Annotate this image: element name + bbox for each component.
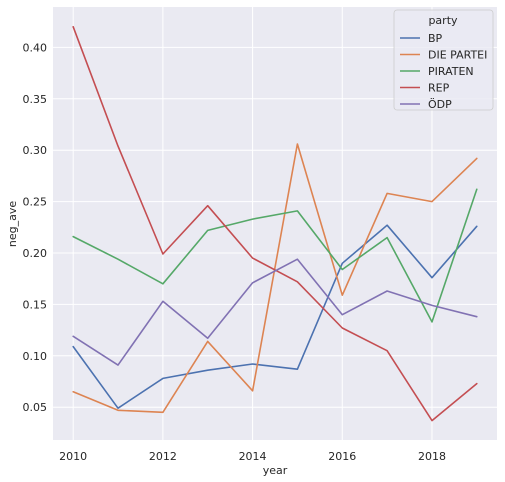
y-tick-label: 0.20 [23,247,48,260]
y-tick-label: 0.35 [23,93,48,106]
x-axis: 2010 2012 2014 2016 2018 [59,450,446,463]
legend-title: party [428,14,458,27]
legend: party BP DIE PARTEI PIRATEN REP ÖDP [393,9,494,111]
y-tick-label: 0.15 [23,298,48,311]
y-tick-label: 0.40 [23,41,48,54]
legend-items: BP DIE PARTEI PIRATEN REP ÖDP [400,32,487,111]
legend-label: BP [428,32,443,45]
series-line-3 [72,25,478,422]
x-tick-label: 2018 [418,450,446,463]
series-line-2 [72,188,478,323]
x-tick-label: 2010 [59,450,87,463]
series-line-1 [72,143,478,414]
y-axis-label: neg_ave [6,201,19,247]
legend-label: REP [428,82,450,95]
legend-label: ÖDP [428,98,452,111]
x-axis-label: year [263,464,288,477]
legend-label: PIRATEN [428,65,474,78]
legend-box [393,9,494,111]
legend-label: DIE PARTEI [428,49,487,62]
y-tick-label: 0.30 [23,144,48,157]
series-line-4 [72,258,478,366]
x-tick-label: 2012 [149,450,177,463]
y-tick-label: 0.25 [23,196,48,209]
y-tick-label: 0.10 [23,350,48,363]
grid [53,7,497,440]
y-axis: 0.05 0.10 0.15 0.20 0.25 0.30 0.35 0.40 [23,41,48,414]
y-tick-label: 0.05 [23,401,48,414]
x-tick-label: 2014 [239,450,267,463]
series-lines [72,25,478,422]
x-tick-label: 2016 [328,450,356,463]
series-line-0 [72,224,478,410]
